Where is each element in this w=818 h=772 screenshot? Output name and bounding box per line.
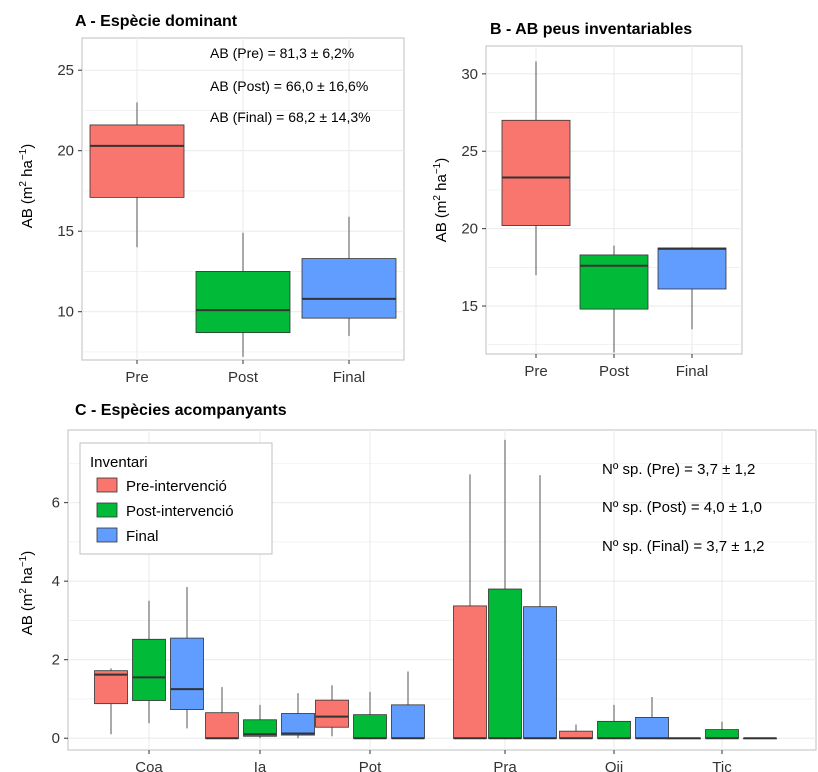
box bbox=[89, 124, 185, 198]
box bbox=[281, 713, 315, 736]
panel-a-annotation-post: AB (Post) = 66,0 ± 16,6% bbox=[210, 78, 368, 94]
box bbox=[353, 714, 387, 739]
box bbox=[523, 606, 557, 739]
legend-key-final bbox=[96, 527, 118, 543]
y-tick-label: 6 bbox=[52, 495, 60, 512]
box bbox=[205, 712, 239, 739]
panel-b-boxes bbox=[501, 61, 727, 353]
panel-b: B - AB peus inventariables AB (m2 ha−1) … bbox=[432, 21, 743, 380]
x-tick-label: Tic bbox=[712, 759, 732, 772]
box bbox=[315, 699, 349, 728]
panel-c-title: C - Espècies acompanyants bbox=[75, 402, 287, 419]
y-tick-label: 4 bbox=[52, 573, 60, 590]
panel-c-boxes bbox=[94, 439, 777, 740]
box bbox=[657, 247, 727, 290]
x-tick-label: Coa bbox=[135, 759, 163, 772]
box bbox=[559, 730, 593, 739]
panel-a-boxes bbox=[89, 102, 397, 357]
x-tick-label: Qii bbox=[605, 759, 623, 772]
box bbox=[501, 119, 571, 226]
box bbox=[301, 258, 397, 319]
x-tick-label: Pre bbox=[524, 363, 547, 380]
panel-b-title: B - AB peus inventariables bbox=[490, 21, 692, 38]
y-tick-label: 20 bbox=[461, 221, 478, 238]
box bbox=[195, 271, 291, 334]
legend-key-post bbox=[96, 502, 118, 518]
panel-c-y-ticks: 0 2 4 6 bbox=[52, 495, 68, 747]
y-tick-label: 25 bbox=[57, 62, 74, 79]
x-tick-label: Post bbox=[228, 369, 259, 386]
box bbox=[243, 719, 277, 737]
legend-key-pre bbox=[96, 477, 118, 493]
y-tick-label: 0 bbox=[52, 730, 60, 747]
panel-a-x-ticks: Pre Post Final bbox=[125, 360, 365, 386]
legend-label-pre: Pre-intervenció bbox=[126, 478, 227, 495]
x-tick-label: Pra bbox=[493, 759, 517, 772]
panel-c-ylabel: AB (m2 ha−1) bbox=[18, 551, 36, 636]
box bbox=[488, 588, 522, 739]
y-tick-label: 2 bbox=[52, 652, 60, 669]
panel-a: A - Espècie dominant AB (m2 ha−1) 10 15 20… bbox=[18, 13, 405, 386]
box bbox=[391, 704, 425, 739]
panel-c-annotation-final: Nº sp. (Final) = 3,7 ± 1,2 bbox=[602, 538, 765, 555]
x-tick-label: Ia bbox=[254, 759, 267, 772]
panel-b-x-ticks: Pre Post Final bbox=[524, 354, 708, 380]
box bbox=[453, 605, 487, 739]
y-tick-label: 20 bbox=[57, 143, 74, 160]
x-tick-label: Pre bbox=[125, 369, 148, 386]
panel-a-annotation-final: AB (Final) = 68,2 ± 14,3% bbox=[210, 109, 371, 125]
legend-label-post: Post-intervenció bbox=[126, 503, 234, 520]
box bbox=[94, 670, 128, 705]
box bbox=[635, 717, 669, 739]
x-tick-label: Final bbox=[676, 363, 709, 380]
panel-c-annotation-post: Nº sp. (Post) = 4,0 ± 1,0 bbox=[602, 499, 762, 516]
panel-c-legend: Inventari Pre-intervenció Post-intervenc… bbox=[79, 442, 273, 555]
x-tick-label: Pot bbox=[359, 759, 382, 772]
box bbox=[597, 720, 631, 739]
panel-b-y-ticks: 15 20 25 30 bbox=[461, 66, 486, 315]
box bbox=[579, 254, 649, 310]
panel-b-ylabel: AB (m2 ha−1) bbox=[432, 158, 450, 243]
x-tick-label: Final bbox=[333, 369, 366, 386]
legend-title: Inventari bbox=[90, 454, 148, 471]
panel-c: C - Espècies acompanyants AB (m2 ha−1) 0… bbox=[18, 402, 817, 772]
panel-c-x-ticks: Coa Ia Pot Pra Qii Tic bbox=[135, 750, 732, 772]
box bbox=[170, 637, 204, 710]
box bbox=[705, 729, 739, 739]
x-tick-label: Post bbox=[599, 363, 630, 380]
y-tick-label: 25 bbox=[461, 143, 478, 160]
box bbox=[132, 638, 166, 701]
panel-c-annotation-pre: Nº sp. (Pre) = 3,7 ± 1,2 bbox=[602, 461, 755, 478]
y-tick-label: 15 bbox=[57, 223, 74, 240]
y-tick-label: 30 bbox=[461, 66, 478, 83]
panel-a-annotation-pre: AB (Pre) = 81,3 ± 6,2% bbox=[210, 45, 354, 61]
legend-label-final: Final bbox=[126, 528, 159, 545]
y-tick-label: 15 bbox=[461, 298, 478, 315]
y-tick-label: 10 bbox=[57, 304, 74, 321]
panel-a-ylabel: AB (m2 ha−1) bbox=[18, 144, 36, 229]
panel-a-title: A - Espècie dominant bbox=[75, 13, 238, 30]
panel-a-y-ticks: 10 15 20 25 bbox=[57, 62, 82, 321]
